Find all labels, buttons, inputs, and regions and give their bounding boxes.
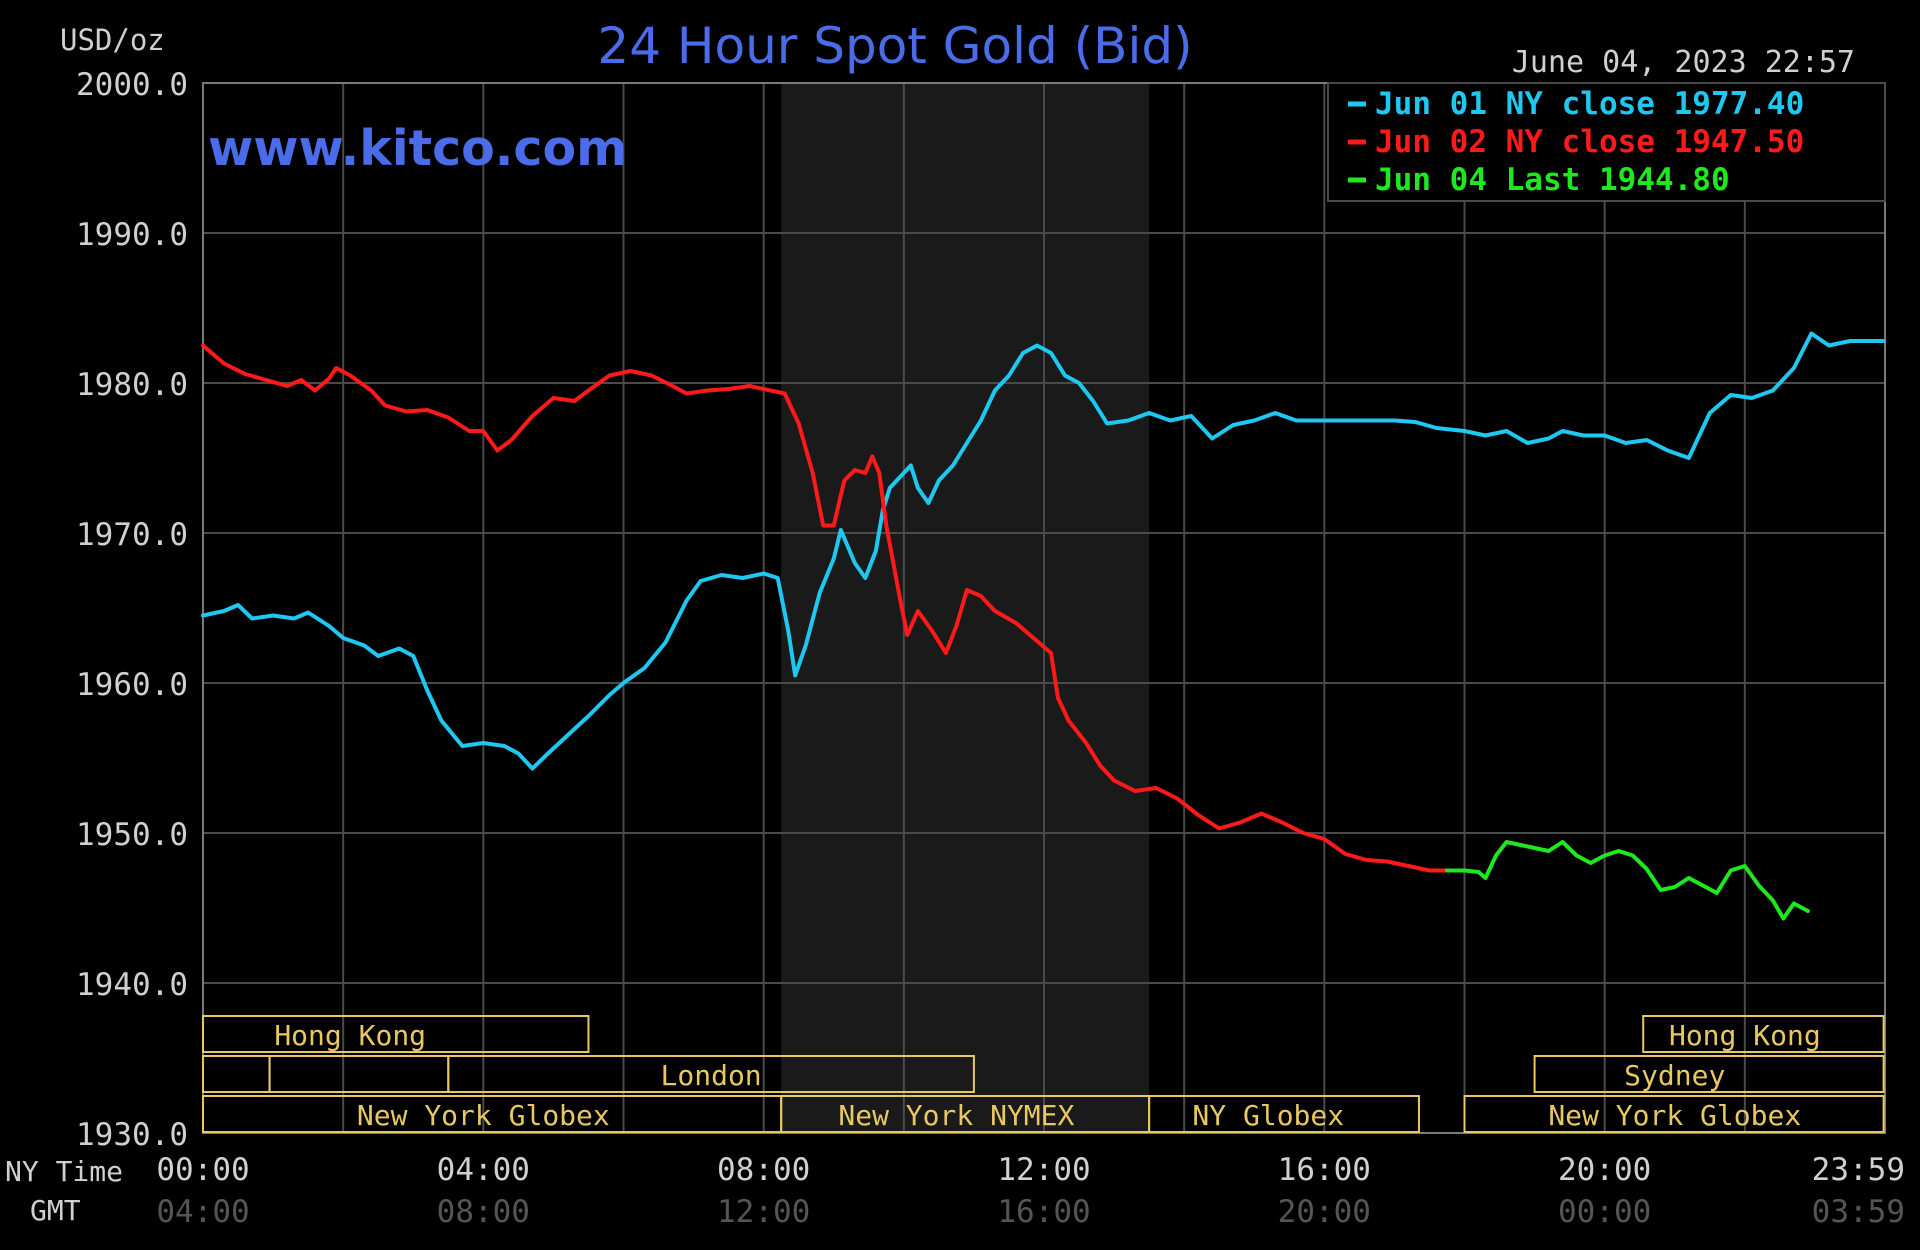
x-tick-label-gmt: 03:59 [1812,1194,1905,1230]
session-box [202,1015,590,1053]
session-label: London [661,1059,762,1092]
series-group [201,331,1886,921]
x-tick-label-ny: 20:00 [1558,1152,1651,1188]
y-tick-label: 1980.0 [76,367,188,403]
session-label: New York Globex [1548,1099,1801,1132]
y-tick-label: 1940.0 [76,967,188,1003]
y-tick-labels: 2000.0 1990.0 1980.0 1970.0 1960.0 1950.0 1940… [76,67,188,1153]
session-label: NY Globex [1192,1099,1344,1132]
x-tick-label-ny: 00:00 [156,1152,249,1188]
legend-entry: Jun 01 NY close 1977.40 [1375,86,1804,122]
session-box [447,1055,975,1093]
session-box [1148,1095,1420,1133]
x-tick-label-gmt: 00:00 [1558,1194,1651,1230]
ny-time-row-label: NY Time [5,1155,123,1188]
y-tick-label: 1970.0 [76,517,188,553]
series-line-2 [1445,840,1810,921]
x-tick-label-gmt: 08:00 [437,1194,530,1230]
session-label: New York NYMEX [838,1099,1074,1132]
x-tick-label-gmt: 04:00 [156,1194,249,1230]
x-tick-label-ny: 08:00 [717,1152,810,1188]
x-tick-label-gmt: 20:00 [1278,1194,1371,1230]
y-tick-label: 1990.0 [76,217,188,253]
grid-lines [202,82,1886,1134]
x-tick-labels: 00:00 04:00 04:00 08:00 08:00 12:00 12:00 16:00… [156,1152,1905,1230]
chart-title: 24 Hour Spot Gold (Bid) [597,17,1192,75]
y-axis-unit-label: USD/oz [60,23,165,57]
session-box [1463,1095,1885,1133]
session-label: New York Globex [357,1099,610,1132]
x-tick-label-gmt: 12:00 [717,1194,810,1230]
session-label: Hong Kong [274,1019,426,1052]
series-line-0 [201,331,1886,771]
gmt-row-label: GMT [30,1194,81,1227]
x-tick-label-ny: 04:00 [437,1152,530,1188]
series-line-1 [201,343,1449,873]
legend-entry: Jun 04 Last 1944.80 [1375,162,1730,198]
x-tick-label-ny: 16:00 [1278,1152,1371,1188]
session-label: Hong Kong [1669,1019,1821,1052]
trading-sessions: Hong Kong Hong Kong London Sydney New York G… [202,1015,1885,1133]
y-tick-label: 2000.0 [76,67,188,103]
session-box [1642,1015,1885,1053]
y-tick-label: 1960.0 [76,667,188,703]
legend-entry: Jun 02 NY close 1947.50 [1375,124,1804,160]
nymex-shaded-region [781,83,1150,1133]
x-tick-label-ny: 23:59 [1812,1152,1905,1188]
x-tick-label-ny: 12:00 [997,1152,1090,1188]
y-tick-label: 1950.0 [76,817,188,853]
chart-timestamp: June 04, 2023 22:57 [1512,45,1855,80]
legend-box [1327,82,1886,202]
kitco-watermark: www.kitco.com [208,120,627,177]
session-label: Sydney [1624,1059,1725,1092]
x-tick-label-gmt: 16:00 [997,1194,1090,1230]
y-tick-label: 1930.0 [76,1117,188,1153]
session-box [1533,1055,1885,1093]
